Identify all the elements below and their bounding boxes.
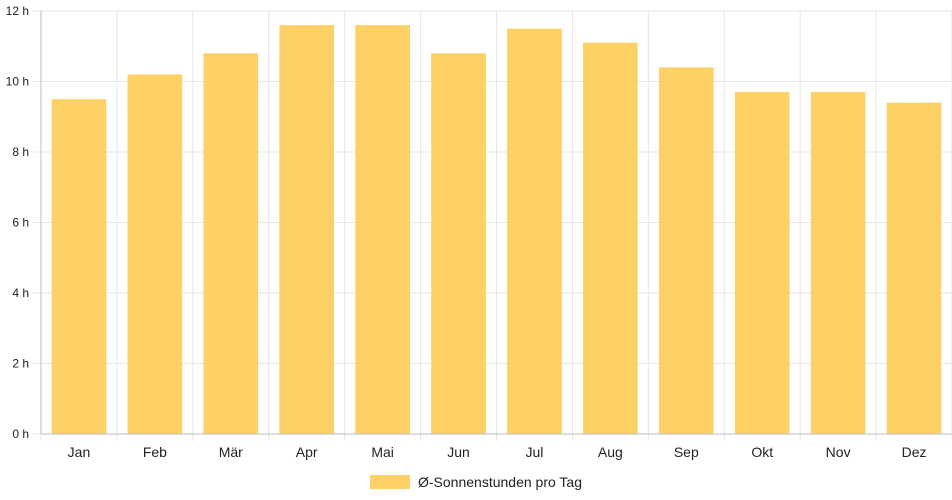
x-tick-label: Okt [751, 444, 773, 460]
x-tick-label: Apr [296, 444, 318, 460]
legend: Ø-Sonnenstunden pro Tag [0, 471, 952, 493]
bar [355, 25, 410, 434]
x-tick-label: Nov [826, 444, 851, 460]
bar [203, 53, 259, 435]
bar [734, 92, 790, 434]
bar [507, 28, 562, 434]
x-tick-label: Mär [219, 444, 243, 460]
bars [51, 25, 942, 435]
x-tick-label: Feb [143, 444, 167, 460]
x-tick-label: Aug [598, 444, 623, 460]
bar [886, 102, 942, 435]
bar [127, 74, 183, 434]
y-tick-label: 6 h [12, 216, 29, 230]
y-tick-label: 8 h [12, 145, 29, 159]
bar [583, 42, 638, 434]
bar [279, 25, 335, 434]
axes: 0 h 2 h 4 h 6 h 8 h 10 h 12 h Jan Feb Mär Apr Mai Ju… [6, 4, 952, 460]
x-tick-label: Jun [447, 444, 470, 460]
x-tick-label: Jul [526, 444, 544, 460]
legend-swatch [370, 475, 410, 489]
bar [658, 67, 714, 435]
bar [810, 92, 866, 434]
y-tick-label: 4 h [12, 286, 29, 300]
x-tick-label: Sep [674, 444, 699, 460]
bar-chart: 0 h 2 h 4 h 6 h 8 h 10 h 12 h Jan Feb Mär Apr Mai Ju… [6, 4, 952, 460]
x-tick-label: Mai [371, 444, 394, 460]
y-tick-label: 2 h [12, 357, 29, 371]
bar [431, 53, 486, 435]
bar [51, 99, 107, 434]
legend-label: Ø-Sonnenstunden pro Tag [418, 474, 582, 490]
y-tick-label: 12 h [6, 4, 29, 18]
x-tick-label: Jan [68, 444, 91, 460]
y-tick-label: 10 h [6, 75, 29, 89]
x-tick-label: Dez [902, 444, 927, 460]
grid-lines [40, 10, 952, 441]
y-tick-label: 0 h [12, 427, 29, 441]
